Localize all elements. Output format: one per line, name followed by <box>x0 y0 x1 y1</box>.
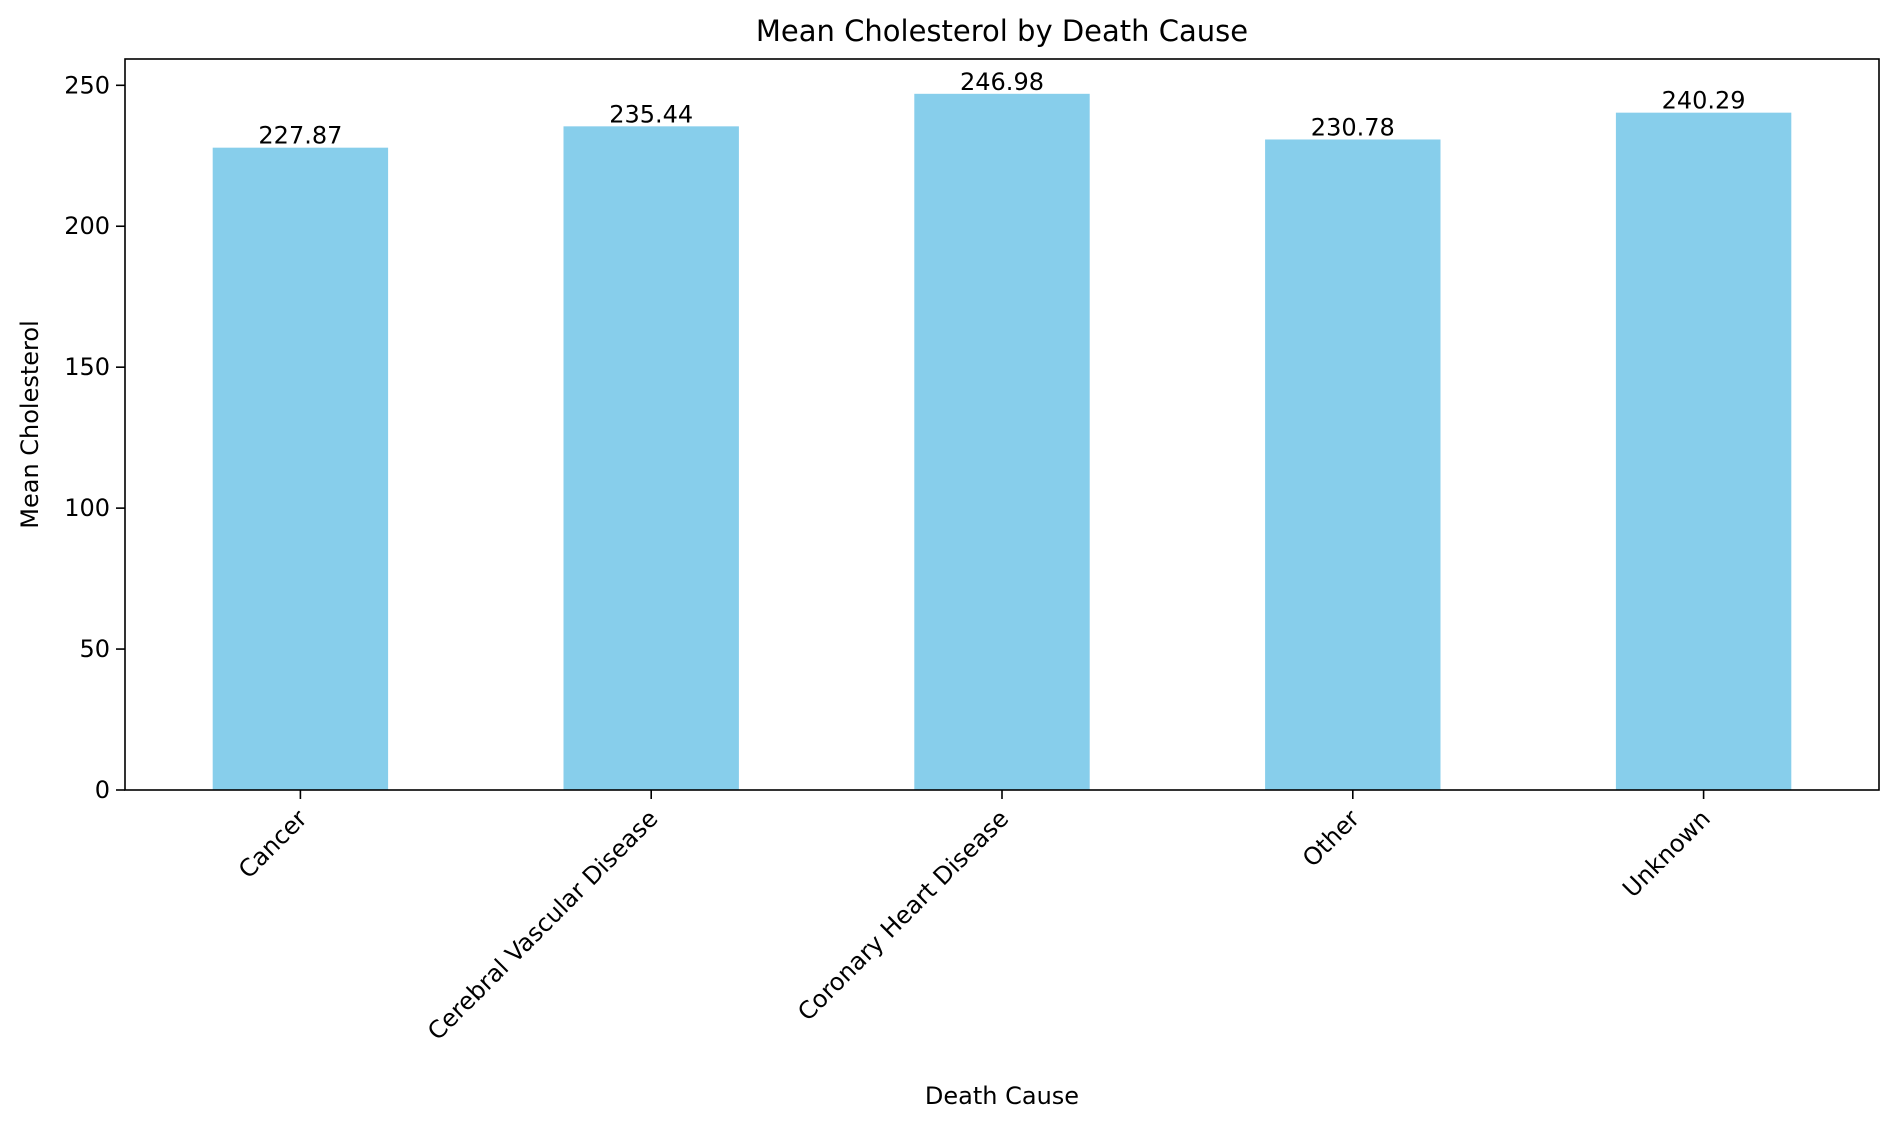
y-tick-label-1: 50 <box>79 635 110 663</box>
bar-value-label-4: 240.29 <box>1662 87 1746 115</box>
chart-title: Mean Cholesterol by Death Cause <box>756 14 1248 48</box>
y-tick-label-3: 150 <box>64 353 110 381</box>
data-labels-layer: 227.87 235.44 246.98 230.78 240.29 <box>258 68 1745 150</box>
y-tick-label-4: 200 <box>64 212 110 240</box>
y-tick-label-0: 0 <box>95 776 110 804</box>
y-tick-label-2: 100 <box>64 494 110 522</box>
bar-1 <box>563 126 739 791</box>
bars-layer <box>212 93 1792 791</box>
bar-value-label-0: 227.87 <box>258 122 342 150</box>
bar-0 <box>212 147 389 790</box>
bar-4 <box>1615 112 1792 791</box>
y-tick-label-5: 250 <box>64 71 110 99</box>
y-axis-label: Mean Cholesterol <box>16 320 44 528</box>
x-axis-label: Death Cause <box>925 1082 1079 1110</box>
bar-value-label-1: 235.44 <box>609 100 693 128</box>
bar-value-label-3: 230.78 <box>1311 113 1395 141</box>
plot-frame <box>124 58 1880 791</box>
y-axis: 0 50 100 150 200 250 <box>64 71 125 804</box>
bar-value-label-2: 246.98 <box>960 68 1044 96</box>
bar-2 <box>914 93 1090 790</box>
bar-3 <box>1265 139 1441 791</box>
